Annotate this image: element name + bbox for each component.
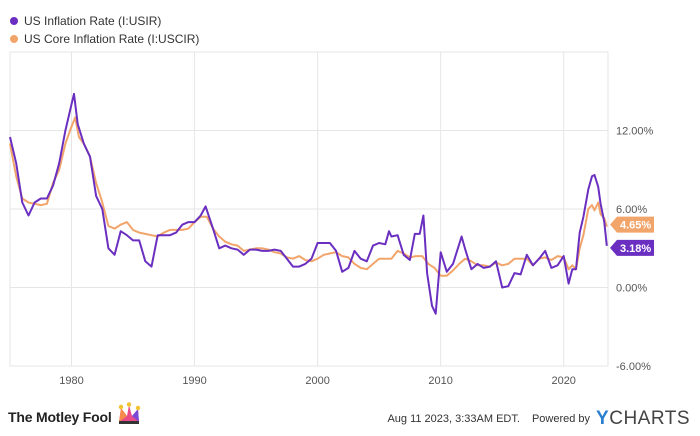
x-tick-label: 2000	[305, 375, 329, 387]
ycharts-rest: CHARTS	[609, 408, 690, 429]
series-line-uscir[interactable]	[9, 116, 608, 277]
x-tick-label: 1980	[59, 375, 83, 387]
brand-name: The Motley Fool	[8, 408, 112, 425]
x-tick-label: 2020	[551, 375, 575, 387]
jester-hat-icon	[116, 402, 142, 431]
y-tick-label: -6.00%	[616, 361, 651, 373]
end-value-labels: 3.18% 4.65%	[610, 216, 654, 256]
series-line-usir[interactable]	[9, 92, 608, 315]
y-tick-label: 6.00%	[616, 204, 647, 216]
y-tick-label: 12.00%	[616, 126, 654, 138]
series-lines	[9, 92, 608, 315]
axes: 1980 1990 2000 2010 2020 -6.00% 0.00% 6.00% 12.0…	[59, 126, 653, 388]
legend-label: US Core Inflation Rate (I:USCIR)	[24, 32, 200, 46]
grid-lines	[9, 51, 609, 367]
powered-by-label: Powered by	[531, 413, 591, 425]
end-label-text: 4.65%	[620, 220, 651, 232]
end-label-text: 3.18%	[620, 243, 651, 255]
x-tick-label: 2010	[428, 375, 452, 387]
end-label-uscir: 4.65%	[610, 216, 654, 233]
end-label-usir: 3.18%	[610, 239, 654, 256]
chart-timestamp: Aug 11 2023, 3:33AM EDT.	[387, 413, 520, 425]
legend-dot-icon	[10, 17, 18, 25]
legend-label: US Inflation Rate (I:USIR)	[24, 14, 162, 28]
legend-item-usir[interactable]: US Inflation Rate (I:USIR)	[10, 12, 199, 30]
attribution: Aug 11 2023, 3:33AM EDT. Powered by YCHA…	[387, 408, 690, 430]
brand-logo[interactable]: The Motley Fool	[8, 402, 142, 431]
legend-item-uscir[interactable]: US Core Inflation Rate (I:USCIR)	[10, 30, 199, 48]
ycharts-logo[interactable]: YCHARTS	[596, 408, 690, 430]
x-tick-label: 1990	[182, 375, 206, 387]
y-tick-label: 0.00%	[616, 283, 647, 295]
legend-dot-icon	[10, 35, 18, 43]
ycharts-initial: Y	[596, 408, 610, 429]
end-label-tag	[610, 216, 654, 233]
chart-legend: US Inflation Rate (I:USIR) US Core Infla…	[10, 12, 199, 48]
end-label-tag	[610, 239, 654, 256]
